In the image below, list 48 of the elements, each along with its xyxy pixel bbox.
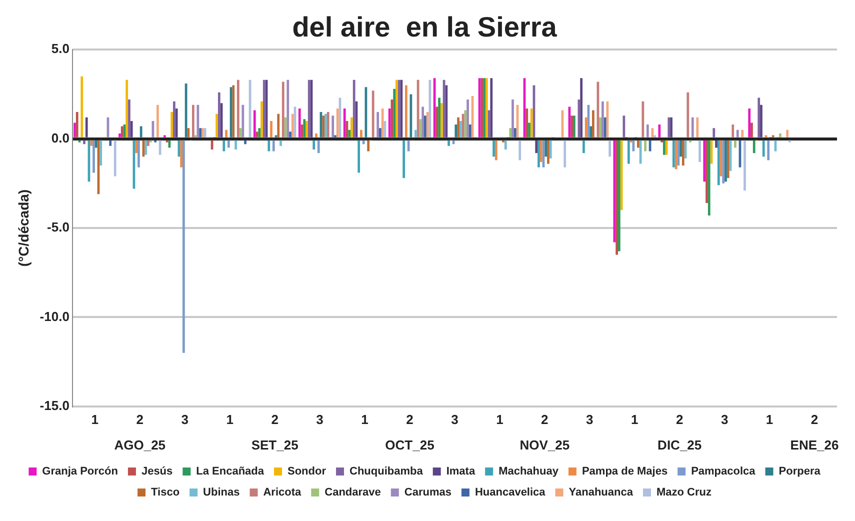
x-tick-label: 1 — [226, 412, 234, 427]
legend-label: Huancavelica — [474, 486, 546, 499]
legend-label: Porpera — [778, 466, 822, 478]
text: ENE_26 — [790, 438, 839, 453]
x-tick-label: 3 — [181, 412, 188, 427]
legend-label: La Encañada — [196, 466, 265, 478]
x-tick-label: 2 — [406, 412, 414, 427]
y-tick-label: -5.0 — [47, 220, 70, 235]
y-tick-label: -15.0 — [40, 398, 70, 413]
x-tick-label: 1 — [766, 412, 774, 427]
x-tick-label: 2 — [541, 412, 548, 427]
text: DIC_25 — [658, 438, 702, 453]
legend-label: Chuquibamba — [350, 466, 424, 478]
text: AGO_25 — [114, 438, 166, 453]
y-tick-label: 0.0 — [51, 130, 70, 146]
text: NOV_25 — [520, 438, 570, 453]
x-tick-label: 2 — [810, 412, 818, 427]
legend-label: Ubinas — [203, 486, 240, 499]
x-tick-label: 2 — [136, 412, 144, 427]
legend-label: Aricota — [263, 486, 302, 499]
x-tick-label: 3 — [720, 412, 728, 427]
x-tick-label: 2 — [271, 412, 278, 427]
x-tick-label: 1 — [496, 412, 504, 427]
legend-label: Granja Porcón — [42, 466, 118, 478]
legend-label: Yanahuanca — [568, 486, 634, 499]
chart-title: del aire en la Sierra — [292, 12, 558, 43]
y-tick-label: -10.0 — [40, 308, 70, 324]
legend-label: Pampa de Majes — [582, 466, 668, 478]
legend-label: Machahuay — [498, 466, 560, 478]
legend-label: Imata — [446, 466, 476, 478]
x-tick-label: 2 — [676, 412, 684, 427]
x-tick-label: 1 — [91, 412, 99, 427]
x-tick-label: 3 — [316, 412, 324, 427]
x-tick-label: 1 — [361, 412, 368, 427]
y-tick-label: 5.0 — [51, 41, 70, 56]
legend-label: Mazo Cruz — [656, 486, 712, 499]
x-tick-label: 1 — [630, 412, 638, 427]
legend-label: Sondor — [288, 466, 327, 478]
legend-label: Jesús — [141, 466, 173, 478]
legend-label: Carumas — [404, 486, 452, 499]
legend-label: Candarave — [324, 486, 381, 499]
x-tick-label: 3 — [451, 412, 458, 427]
text: SET_25 — [251, 438, 298, 453]
y-axis-title: (°C/década) — [15, 189, 32, 267]
text: OCT_25 — [385, 438, 434, 453]
legend-label: Pampacolca — [691, 466, 756, 478]
legend-label: Tisco — [151, 486, 180, 499]
x-tick-label: 3 — [586, 412, 594, 427]
